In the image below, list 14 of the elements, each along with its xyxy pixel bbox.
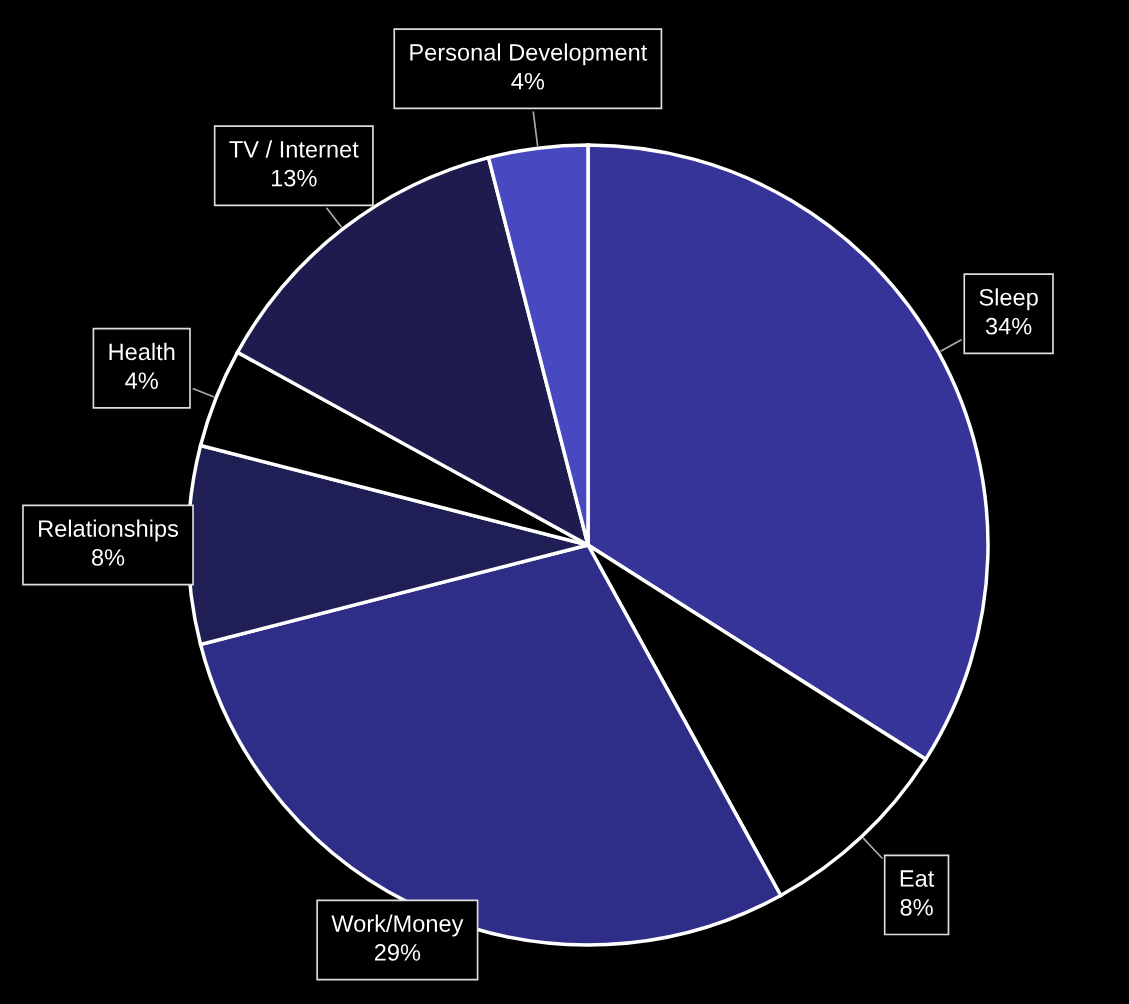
slice-label: Work/Money — [331, 914, 464, 937]
slice-label: Relationships — [39, 519, 179, 542]
data-label: 4% — [511, 72, 545, 90]
slice-label: Health — [109, 342, 175, 361]
data-label: 34% — [985, 317, 1032, 335]
data-label: 29% — [374, 944, 421, 961]
data-label: 8% — [900, 898, 933, 916]
slice-label: Personal Development — [410, 43, 648, 66]
slice-label: Eat — [900, 870, 935, 887]
data-label: 4% — [125, 372, 158, 389]
slice-label: Sleep — [979, 288, 1038, 311]
data-label: 8% — [91, 549, 125, 566]
data-label: 13% — [271, 169, 317, 187]
slice-label: TV / Internet — [229, 140, 359, 158]
